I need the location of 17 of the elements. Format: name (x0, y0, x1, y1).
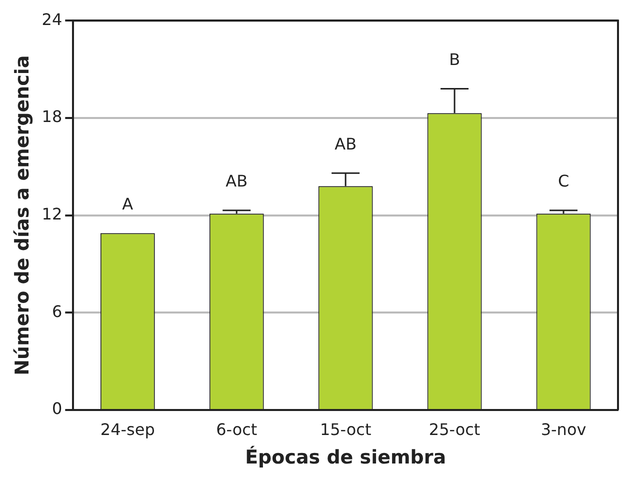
annotation: AB (226, 172, 248, 191)
x-tick-label: 24-sep (100, 420, 155, 439)
y-tick-label: 6 (52, 302, 62, 321)
x-tick-label: 15-oct (320, 420, 372, 439)
x-tick-label: 25-oct (428, 420, 480, 439)
annotation: C (558, 172, 570, 191)
annotation: AB (334, 134, 357, 154)
x-tick-label: 6-oct (216, 420, 258, 439)
y-axis-title: Número de días a emergencia (11, 55, 34, 376)
y-tick-label: 24 (42, 10, 62, 29)
y-tick-label: 0 (52, 399, 62, 418)
annotation: A (122, 194, 134, 214)
y-tick-label: 18 (42, 107, 62, 126)
x-axis-title: Épocas de siembra (245, 446, 446, 469)
x-tick-label: 3-nov (540, 420, 586, 439)
y-tick-label: 12 (42, 204, 62, 224)
annotation: B (449, 50, 460, 69)
